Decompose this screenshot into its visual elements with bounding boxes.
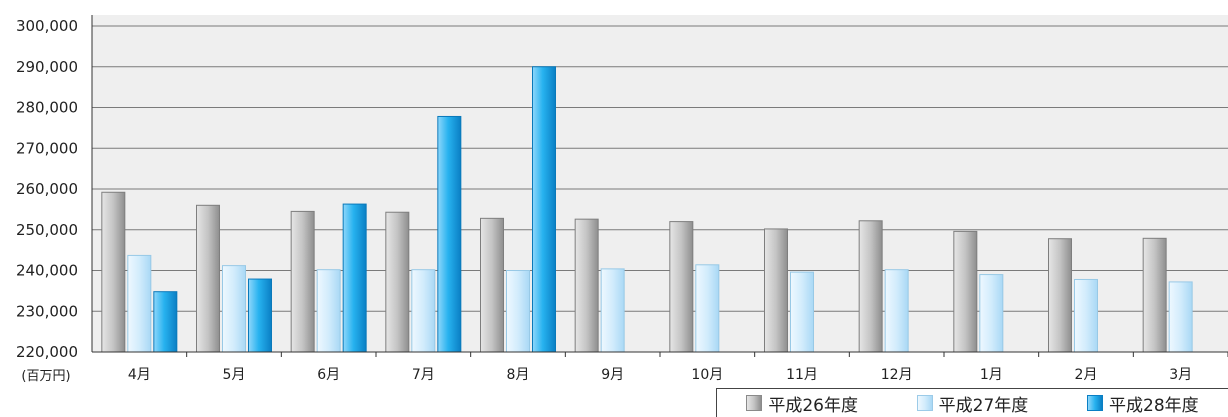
bar-h26 — [385, 211, 410, 353]
x-tick-label: 5月 — [223, 367, 246, 383]
legend-label-h28: 平成28年度 — [1109, 395, 1199, 416]
legend-swatch-h26 — [746, 395, 763, 411]
legend-item-h26: 平成26年度 — [746, 391, 858, 416]
legend-label-h27: 平成27年度 — [938, 395, 1029, 416]
y-tick-label: 290,000 — [16, 58, 78, 76]
x-tick-label: 1月 — [980, 367, 1003, 383]
y-tick-label: 300,000 — [16, 17, 78, 35]
bar-h27 — [979, 274, 1004, 353]
bar-h26 — [290, 210, 315, 353]
unit-label: (百万円) — [21, 369, 70, 384]
bar-h28 — [248, 278, 272, 353]
bar-h27 — [884, 269, 909, 353]
bar-h27 — [1168, 281, 1193, 353]
x-tick-label: 4月 — [128, 367, 151, 383]
bar-h27 — [411, 269, 436, 353]
bar-h27 — [127, 254, 152, 353]
y-tick-label: 270,000 — [16, 139, 78, 157]
x-tick-label: 6月 — [317, 367, 340, 383]
bar-h26 — [480, 217, 504, 353]
x-tick-label: 2月 — [1075, 367, 1098, 383]
y-tick-label: 240,000 — [16, 262, 78, 280]
bar-h28 — [437, 115, 462, 353]
bar-h26 — [196, 204, 220, 353]
bar-h26 — [764, 228, 788, 353]
bar-h27 — [695, 264, 720, 353]
bar-h27 — [790, 271, 814, 353]
legend-item-h27: 平成27年度 — [916, 391, 1029, 416]
bar-h27 — [506, 270, 530, 353]
legend-label-h26: 平成26年度 — [768, 395, 858, 416]
bar-h26 — [953, 230, 978, 353]
x-tick-label: 3月 — [1169, 367, 1192, 383]
labels: 220,000 230,000 240,000 250,000 260,000 270,0… — [16, 17, 1192, 383]
bar-h27 — [222, 265, 246, 353]
bar-h28 — [153, 291, 178, 353]
legend-item-h28: 平成28年度 — [1087, 391, 1199, 416]
gridlines — [92, 25, 1228, 312]
bar-h26 — [1048, 238, 1072, 353]
y-tick-label: 250,000 — [16, 221, 78, 239]
bar-h27 — [600, 268, 625, 353]
bar-h26 — [1142, 237, 1167, 353]
bar-h27 — [316, 269, 341, 353]
y-tick-label: 280,000 — [16, 99, 78, 117]
legend: 平成26年度 平成27年度 平成28年度 — [716, 388, 1228, 417]
bar-h26 — [101, 191, 126, 353]
legend-swatch-h28 — [1087, 395, 1103, 411]
axes — [91, 15, 1228, 357]
bar-h28 — [532, 66, 556, 353]
legend-swatch-h27 — [916, 395, 933, 411]
x-tick-label: 9月 — [601, 367, 624, 383]
bar-h28 — [342, 203, 367, 353]
y-tick-label: 260,000 — [16, 180, 78, 198]
bar-h27 — [1074, 278, 1098, 353]
plot-background — [92, 15, 1228, 352]
bar-h26 — [669, 221, 694, 353]
x-tick-label: 12月 — [881, 367, 913, 383]
y-tick-label: 230,000 — [16, 302, 78, 320]
bar-h26 — [858, 220, 883, 353]
x-tick-label: 7月 — [412, 367, 435, 383]
x-tick-label: 8月 — [507, 367, 530, 383]
y-tick-label: 220,000 — [16, 343, 78, 361]
x-tick-label: 10月 — [691, 367, 723, 383]
x-tick-label: 11月 — [786, 367, 818, 383]
bar-h26 — [574, 218, 599, 353]
